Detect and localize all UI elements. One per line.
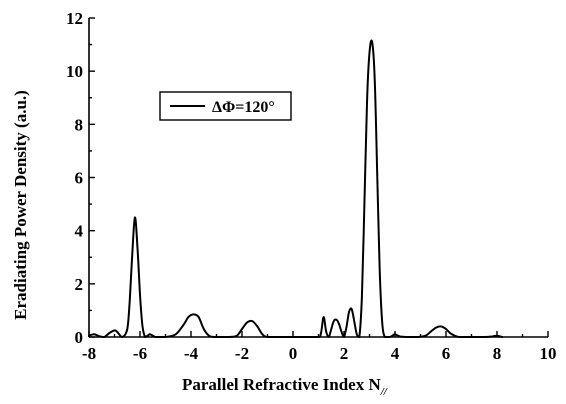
legend: ΔΦ=120° (159, 91, 292, 121)
y-tick-label: 8 (75, 115, 84, 134)
x-tick-label: -6 (133, 344, 147, 363)
x-axis-label-subscript: // (380, 386, 388, 398)
y-tick-label: 12 (66, 9, 83, 28)
x-tick-label: 10 (540, 344, 557, 363)
x-tick-label: 2 (340, 344, 349, 363)
axes (88, 18, 548, 338)
y-tick-label: 2 (75, 275, 84, 294)
y-axis-label: Eradiating Power Density (a.u.) (11, 90, 30, 320)
x-tick-label: -2 (235, 344, 249, 363)
x-tick-label: -4 (184, 344, 199, 363)
y-axis-ticks: 0 2 4 6 8 10 12 (66, 9, 95, 347)
x-tick-label: 0 (289, 344, 298, 363)
series-line-0 (88, 39, 504, 339)
y-tick-label: 0 (75, 328, 84, 347)
x-tick-label: 8 (493, 344, 502, 363)
x-axis-label: Parallel Refractive Index N// (182, 375, 388, 398)
y-tick-label: 6 (75, 169, 84, 188)
x-axis-ticks: -8 -6 -4 -2 0 2 4 6 8 10 (82, 331, 557, 363)
x-tick-label: 6 (442, 344, 451, 363)
series-group (88, 39, 504, 339)
y-tick-label: 10 (66, 62, 83, 81)
legend-label: ΔΦ=120° (212, 99, 275, 116)
x-axis-label-text: Parallel Refractive Index N (182, 375, 381, 394)
x-tick-label: 4 (391, 344, 400, 363)
x-tick-label: -8 (82, 344, 96, 363)
y-tick-label: 4 (75, 222, 84, 241)
